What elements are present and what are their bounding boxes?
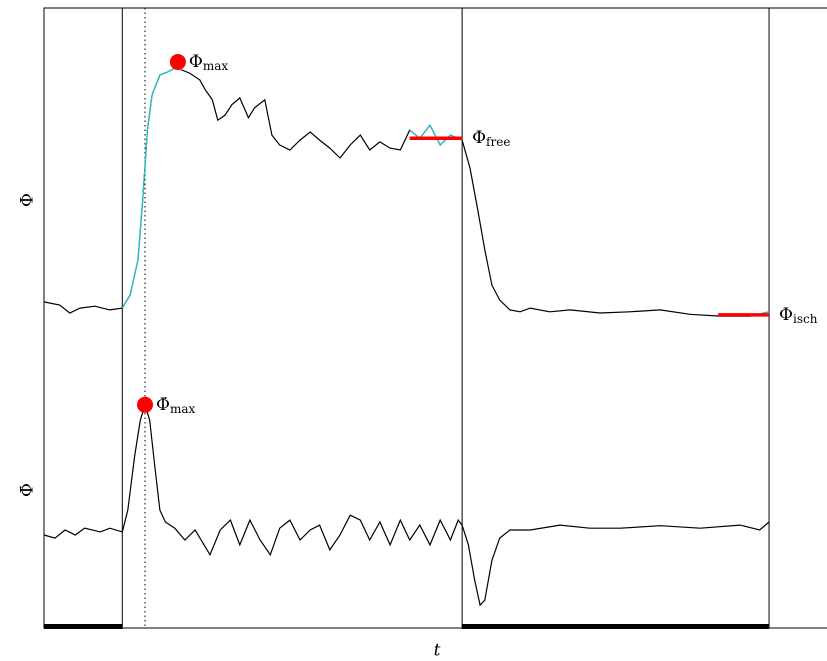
annotation-symbol: Φ	[189, 51, 203, 71]
annotation-subscript: max	[170, 401, 196, 415]
trace	[43, 67, 770, 317]
x-axis-label: t	[434, 641, 441, 661]
time-bar	[44, 624, 123, 629]
peak-marker	[137, 396, 154, 413]
annotation-subscript: free	[486, 135, 510, 149]
plot-frame	[43, 7, 827, 629]
y-axis-label: Φ̇	[18, 483, 38, 497]
trace	[121, 67, 770, 317]
time-bar	[462, 624, 770, 629]
y-axis-label: Φ	[18, 193, 38, 207]
annotation-symbol: Φ	[779, 304, 793, 324]
annotation-subscript: isch	[793, 311, 818, 325]
annotation: Φ̇max	[156, 394, 195, 415]
annotation: Φisch	[779, 304, 818, 325]
peak-marker	[169, 53, 186, 70]
annotation: Φmax	[189, 51, 228, 72]
annotation-symbol: Φ̇	[156, 394, 170, 414]
trace	[43, 402, 770, 607]
annotation: Φfree	[472, 128, 510, 149]
annotation-subscript: max	[203, 58, 229, 72]
annotation-symbol: Φ	[472, 128, 486, 148]
